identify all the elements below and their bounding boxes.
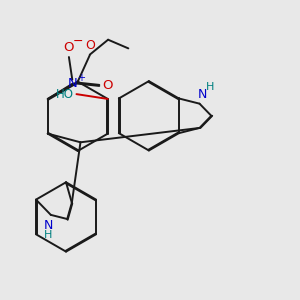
Text: N: N [198, 88, 207, 100]
Text: HO: HO [56, 88, 74, 100]
Text: N: N [44, 219, 53, 232]
Text: O: O [85, 39, 95, 52]
Text: O: O [103, 80, 113, 92]
Text: N: N [68, 77, 78, 90]
Text: H: H [206, 82, 214, 92]
Text: H: H [44, 230, 52, 240]
Text: +: + [77, 73, 86, 83]
Text: −: − [72, 35, 83, 48]
Text: O: O [64, 41, 74, 54]
